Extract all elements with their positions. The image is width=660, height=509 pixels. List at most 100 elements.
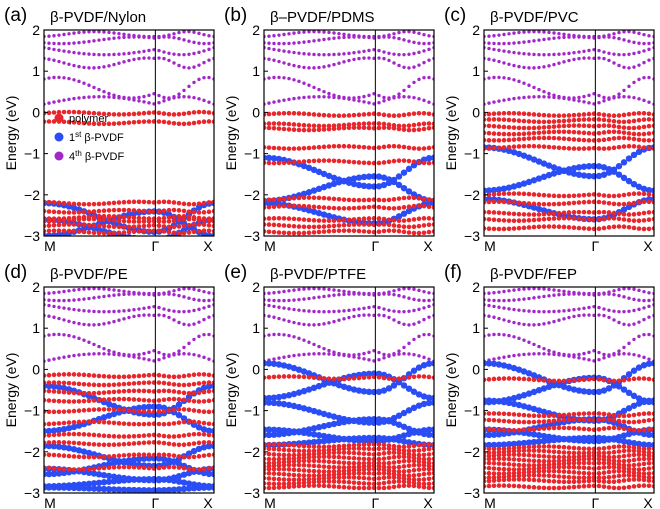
first-band-point — [520, 152, 528, 159]
polymer-band-point — [306, 473, 312, 478]
polymer-band-point — [391, 228, 397, 234]
fourth-band-point — [67, 41, 71, 46]
first-band-point — [380, 174, 388, 181]
first-band-point — [325, 182, 333, 189]
polymer-band-point — [81, 120, 87, 126]
polymer-band — [484, 483, 654, 491]
polymer-band-point — [506, 131, 512, 137]
polymer-band-point — [296, 203, 302, 209]
y-tick-label: 1 — [472, 320, 480, 336]
polymer-band — [264, 125, 434, 133]
polymer-band-point — [496, 427, 502, 433]
fourth-band-point — [522, 65, 526, 70]
fourth-band-point — [207, 332, 211, 337]
polymer-band-point — [351, 122, 357, 127]
fourth-band-point — [567, 96, 571, 100]
polymer-band-point — [566, 225, 572, 230]
polymer-band — [484, 411, 654, 419]
polymer-band-point — [496, 446, 502, 452]
fourth-band-point — [47, 298, 51, 302]
fourth-band-point — [317, 295, 321, 299]
polymer-band-point — [426, 222, 432, 228]
first-band-point — [330, 214, 338, 221]
polymer-band-point — [491, 427, 497, 433]
polymer-band-point — [601, 417, 607, 422]
polymer-band-point — [351, 228, 357, 234]
polymer-band-point — [101, 374, 107, 379]
first-band-point — [510, 400, 518, 408]
polymer-band-point — [66, 210, 72, 215]
polymer-band-point — [141, 409, 147, 414]
fourth-band — [264, 35, 434, 46]
fourth-band-point — [87, 83, 91, 87]
fourth-band-point — [397, 352, 401, 356]
polymer-band-point — [96, 111, 102, 116]
polymer-band-point — [301, 111, 307, 117]
polymer-band-point — [91, 398, 97, 403]
first-band-point — [390, 419, 398, 426]
polymer-band-point — [86, 432, 92, 437]
fourth-band-point — [272, 298, 276, 303]
polymer-band-point — [416, 196, 422, 201]
fourth-band-point — [187, 66, 191, 70]
polymer-band-point — [596, 226, 602, 231]
polymer-band-point — [391, 197, 397, 202]
first-band-point — [310, 438, 318, 446]
polymer-band-point — [326, 126, 332, 132]
polymer-band-point — [326, 475, 332, 481]
fourth-band-point — [512, 63, 516, 68]
polymer-band-point — [391, 484, 397, 490]
polymer-band-point — [586, 199, 592, 205]
fourth-band-point — [502, 76, 506, 80]
fourth-band-point — [207, 75, 211, 80]
first-band-point — [600, 171, 608, 178]
polymer-band-point — [206, 398, 212, 404]
x-tick-label: X — [203, 238, 213, 254]
polymer-band-point — [106, 454, 112, 459]
fourth-band — [44, 56, 214, 70]
fourth-band-point — [572, 353, 576, 357]
polymer-band-point — [321, 123, 327, 129]
polymer-band-point — [566, 412, 572, 417]
first-band-point — [565, 385, 573, 392]
polymer-band-point — [51, 389, 57, 394]
polymer-band-point — [316, 454, 322, 460]
polymer-band-point — [201, 218, 207, 223]
polymer-band-point — [46, 380, 52, 385]
first-band-point — [380, 181, 388, 189]
polymer-band-point — [571, 146, 577, 151]
polymer-band-point — [626, 477, 632, 483]
fourth-band — [44, 35, 214, 46]
polymer-band-point — [291, 374, 297, 379]
polymer-band-point — [636, 419, 642, 424]
fourth-band-point — [137, 307, 141, 311]
fourth-band-point — [362, 56, 366, 60]
fourth-band-point — [402, 65, 406, 69]
polymer-band-point — [491, 117, 497, 122]
first-band-point — [360, 371, 368, 378]
polymer-band-point — [391, 143, 397, 149]
polymer-band-point — [426, 463, 432, 469]
fourth-band-point — [47, 76, 51, 80]
first-band-point — [50, 470, 58, 478]
first-band-point — [75, 447, 83, 454]
polymer-band-point — [116, 218, 122, 223]
polymer-band-point — [556, 474, 562, 479]
polymer-band-point — [311, 218, 317, 223]
polymer-band-point — [351, 144, 357, 149]
fourth-band-point — [612, 52, 616, 56]
fourth-band-point — [102, 95, 106, 99]
fourth-band-point — [392, 289, 396, 293]
polymer-band-point — [646, 210, 652, 215]
polymer-band-point — [61, 453, 67, 459]
polymer-band-point — [56, 389, 62, 395]
polymer-band-point — [171, 396, 177, 402]
fourth-band-point — [67, 32, 71, 36]
fourth-band-point — [77, 51, 81, 55]
polymer-band-point — [366, 481, 372, 486]
first-band-point — [350, 435, 358, 442]
polymer-band-point — [81, 441, 87, 446]
polymer-band-point — [281, 374, 287, 379]
y-tick-label: −1 — [24, 403, 40, 419]
polymer-band-point — [406, 479, 412, 485]
